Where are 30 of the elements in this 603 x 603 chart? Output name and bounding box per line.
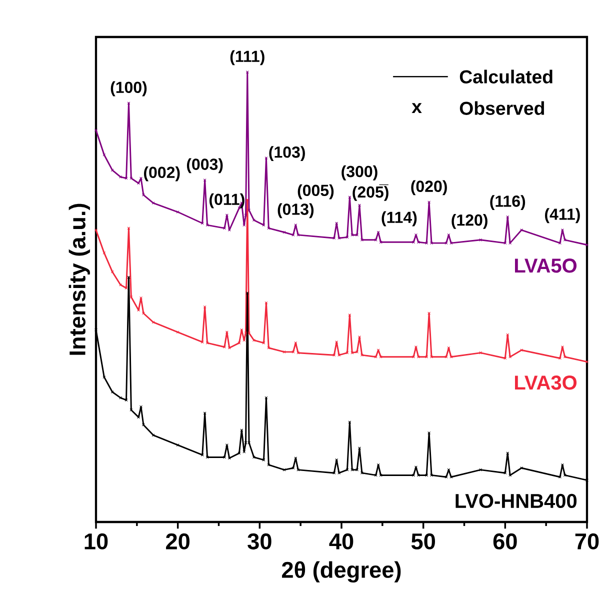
annotation: (411): [545, 208, 580, 224]
annotation: x: [412, 103, 422, 114]
x-tick-label: 70: [575, 533, 599, 550]
annotation: Calculated: [460, 70, 552, 84]
x-tick-label: 40: [329, 533, 354, 550]
annotation: (020): [411, 180, 447, 196]
x-axis-title: 2θ (degree): [282, 561, 401, 583]
series-label: LVO-HNB400: [456, 494, 577, 508]
annotation: (205̅): [352, 184, 388, 201]
annotation: (300): [342, 165, 378, 180]
annotation: (120): [452, 214, 488, 229]
annotation: (013): [278, 203, 314, 218]
series-label: LVA5O: [515, 258, 577, 273]
x-tick-label: 50: [411, 533, 435, 550]
x-tick-label: 60: [493, 533, 517, 550]
x-tick-label: 20: [166, 533, 190, 550]
annotation: (114): [382, 211, 417, 226]
annotation: (002): [144, 166, 180, 182]
y-axis-title: Intensity (a.u.): [68, 204, 90, 355]
annotation: Observed: [460, 101, 544, 115]
annotation: (011): [209, 193, 244, 208]
x-tick-label: 10: [84, 533, 108, 550]
x-tick-label: 30: [248, 533, 272, 550]
annotation: (005): [298, 184, 334, 200]
annotation: (111): [230, 50, 264, 66]
annotation: (100): [110, 81, 147, 96]
annotation: (116): [490, 195, 526, 210]
annotation: (003): [186, 158, 223, 174]
annotation: (103): [269, 146, 305, 161]
series-label: LVA3O: [515, 376, 577, 390]
